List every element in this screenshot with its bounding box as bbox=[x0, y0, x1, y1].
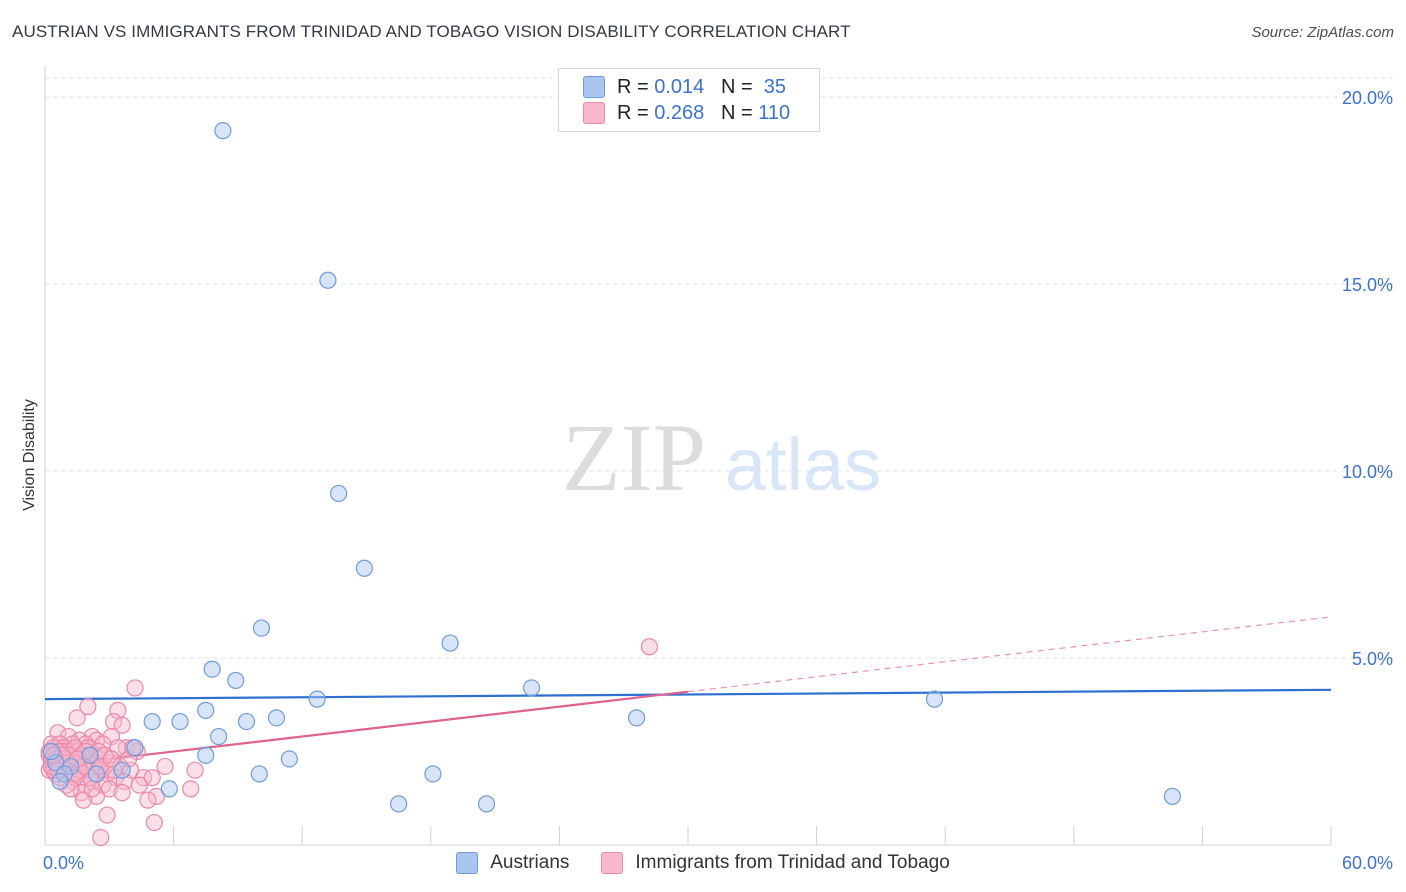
legend-row-trinidad: R = 0.268 N = 110 bbox=[583, 101, 790, 125]
point-trinidad bbox=[145, 813, 163, 832]
point-trinidad bbox=[113, 784, 131, 802]
series-swatch-austrians bbox=[456, 852, 479, 874]
point-trinidad bbox=[126, 679, 144, 697]
point-austrians bbox=[210, 727, 228, 746]
series-legend: Austrians Immigrants from Trinidad and T… bbox=[0, 852, 1406, 874]
point-trinidad bbox=[182, 780, 200, 798]
trend-line-austrians bbox=[44, 688, 1332, 701]
point-austrians bbox=[390, 795, 408, 813]
point-austrians bbox=[214, 122, 232, 140]
point-austrians bbox=[171, 712, 189, 731]
x-tick-label-max: 60.0% bbox=[1342, 853, 1393, 873]
data-points bbox=[40, 122, 1181, 847]
point-austrians bbox=[280, 750, 298, 768]
point-austrians bbox=[227, 671, 245, 690]
point-austrians bbox=[355, 559, 373, 577]
point-austrians bbox=[203, 660, 221, 678]
point-austrians bbox=[237, 712, 256, 731]
chart-title: AUSTRIAN VS IMMIGRANTS FROM TRINIDAD AND… bbox=[12, 22, 851, 41]
point-trinidad bbox=[143, 769, 161, 787]
point-austrians bbox=[126, 739, 144, 757]
point-austrians bbox=[308, 690, 326, 708]
point-austrians bbox=[87, 765, 106, 783]
source-label: Source: ZipAtlas.com bbox=[1251, 24, 1394, 41]
point-austrians bbox=[1163, 787, 1181, 805]
legend-r-label: R = bbox=[617, 75, 649, 98]
legend-row-austrians: R = 0.014 N = 35 bbox=[583, 75, 786, 99]
point-trinidad bbox=[147, 787, 166, 805]
legend-swatch-austrians bbox=[583, 76, 605, 98]
legend-n-label: N = bbox=[720, 101, 753, 124]
y-tick-label: 20.0% bbox=[1342, 88, 1393, 108]
point-austrians bbox=[143, 712, 161, 731]
point-austrians bbox=[627, 709, 646, 727]
point-austrians bbox=[522, 679, 541, 697]
watermark-atlas: atlas bbox=[725, 423, 881, 506]
x-tick-label-min: 0.0% bbox=[43, 853, 84, 873]
point-austrians bbox=[81, 746, 99, 764]
point-austrians bbox=[197, 701, 215, 719]
y-axis-label: Vision Disability bbox=[21, 399, 38, 511]
legend-n-value: 110 bbox=[758, 101, 791, 124]
point-austrians bbox=[160, 780, 178, 798]
point-trinidad bbox=[100, 780, 118, 798]
watermark-zip: ZIP bbox=[562, 404, 706, 511]
y-tick-label: 5.0% bbox=[1352, 649, 1393, 669]
point-trinidad bbox=[83, 780, 101, 798]
point-austrians bbox=[477, 795, 496, 813]
legend-r-label: R = bbox=[617, 101, 649, 124]
point-austrians bbox=[252, 619, 271, 637]
point-trinidad bbox=[640, 638, 659, 656]
point-austrians bbox=[197, 746, 215, 764]
tick-labels: 5.0% 10.0% 15.0% 20.0% 0.0% 60.0% bbox=[43, 88, 1393, 873]
trend-lines bbox=[44, 616, 1332, 768]
watermark: ZIP atlas bbox=[562, 404, 881, 511]
axes bbox=[44, 66, 1332, 846]
legend-n-label: N = bbox=[720, 75, 753, 98]
series-swatch-trinidad bbox=[601, 852, 624, 874]
trend-line-trinidad bbox=[44, 690, 689, 768]
point-trinidad bbox=[104, 712, 123, 731]
series-legend-austrians[interactable]: Austrians bbox=[456, 852, 569, 874]
point-austrians bbox=[51, 772, 69, 791]
legend-r-value: 0.014 bbox=[654, 75, 705, 98]
grid-lines bbox=[45, 77, 1393, 659]
point-trinidad bbox=[156, 757, 174, 776]
trend-extension-trinidad bbox=[687, 616, 1332, 693]
series-label-trinidad: Immigrants from Trinidad and Tobago bbox=[635, 852, 950, 873]
legend-swatch-trinidad bbox=[583, 102, 605, 124]
point-trinidad bbox=[186, 761, 204, 779]
series-label-austrians: Austrians bbox=[490, 852, 570, 873]
y-tick-label: 10.0% bbox=[1342, 462, 1393, 482]
point-trinidad bbox=[92, 828, 110, 847]
legend-r-value: 0.268 bbox=[654, 101, 705, 124]
point-austrians bbox=[330, 484, 348, 503]
point-trinidad bbox=[130, 776, 148, 794]
series-legend-trinidad[interactable]: Immigrants from Trinidad and Tobago bbox=[601, 852, 950, 874]
point-austrians bbox=[42, 742, 61, 761]
legend-n-value: 35 bbox=[763, 75, 787, 98]
point-austrians bbox=[441, 634, 459, 652]
point-trinidad bbox=[102, 750, 121, 768]
point-austrians bbox=[319, 271, 337, 289]
point-austrians bbox=[267, 709, 286, 727]
point-trinidad bbox=[113, 716, 131, 734]
point-trinidad bbox=[68, 709, 86, 727]
correlation-legend: R = 0.014 N = 35 R = 0.268 N = 110 bbox=[558, 68, 820, 132]
point-trinidad bbox=[139, 791, 157, 809]
point-austrians bbox=[925, 690, 944, 708]
point-austrians bbox=[424, 765, 442, 783]
point-austrians bbox=[250, 765, 268, 783]
y-tick-label: 15.0% bbox=[1342, 275, 1393, 295]
point-trinidad bbox=[79, 698, 97, 716]
point-austrians bbox=[113, 761, 131, 779]
point-trinidad bbox=[98, 806, 116, 824]
